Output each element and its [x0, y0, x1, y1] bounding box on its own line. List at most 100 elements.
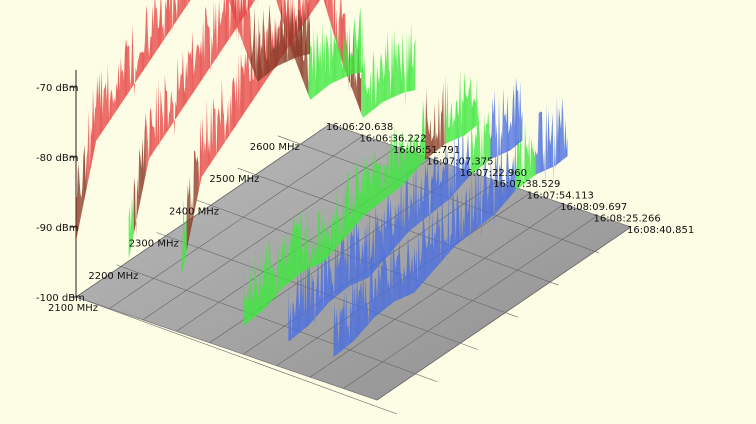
- surface-facet: [141, 52, 142, 74]
- time-tick-label: 16:07:07.375: [426, 156, 493, 167]
- surface-facet: [492, 98, 493, 159]
- surface-facet: [352, 54, 353, 74]
- surface-facet: [355, 27, 356, 73]
- surface-facet: [382, 258, 383, 311]
- surface-facet: [430, 244, 431, 275]
- surface-facet: [500, 131, 501, 162]
- surface-facet: [253, 35, 254, 71]
- surface-facet: [465, 72, 466, 136]
- surface-facet: [238, 0, 239, 32]
- surface-facet: [330, 19, 331, 84]
- surface-facet: [238, 54, 239, 123]
- surface-facet: [444, 240, 445, 259]
- surface-facet: [386, 167, 387, 199]
- surface-facet: [356, 40, 357, 73]
- surface-facet: [181, 73, 182, 111]
- surface-facet: [256, 31, 257, 80]
- surface-facet: [331, 0, 332, 29]
- surface-facet: [257, 292, 258, 316]
- surface-facet: [216, 3, 217, 59]
- surface-facet: [162, 103, 163, 140]
- surface-facet: [364, 56, 365, 116]
- surface-facet: [194, 151, 195, 214]
- surface-facet: [269, 4, 270, 73]
- surface-facet: [542, 112, 543, 172]
- surface-facet: [178, 0, 179, 19]
- surface-facet: [551, 131, 552, 168]
- surface-facet: [202, 18, 203, 80]
- surface-facet: [141, 138, 142, 196]
- surface-facet: [336, 8, 337, 43]
- surface-facet: [520, 82, 521, 143]
- surface-facet: [548, 108, 549, 169]
- surface-facet: [314, 0, 315, 9]
- surface-facet: [156, 6, 157, 52]
- surface-facet: [127, 46, 128, 95]
- surface-facet: [101, 69, 102, 135]
- surface-facet: [228, 0, 229, 41]
- surface-facet: [254, 0, 255, 2]
- surface-facet: [460, 69, 461, 137]
- surface-facet: [241, 53, 242, 118]
- surface-facet: [560, 120, 561, 162]
- surface-facet: [351, 52, 352, 75]
- surface-facet: [487, 110, 488, 161]
- surface-facet: [327, 223, 328, 258]
- surface-facet: [320, 0, 321, 1]
- surface-facet: [374, 51, 375, 109]
- surface-facet: [167, 91, 168, 132]
- surface-facet: [171, 90, 172, 125]
- surface-facet: [391, 32, 392, 99]
- surface-facet: [186, 0, 187, 7]
- surface-facet: [312, 274, 313, 322]
- surface-facet: [157, 79, 158, 146]
- surface-facet: [143, 138, 144, 191]
- surface-facet: [331, 19, 332, 83]
- surface-facet: [228, 100, 229, 138]
- surface-facet: [293, 302, 294, 339]
- surface-facet: [114, 98, 115, 113]
- surface-facet: [359, 290, 360, 335]
- surface-facet: [155, 0, 156, 53]
- z-tick-label: -90 dBm: [36, 223, 78, 234]
- surface-facet: [456, 99, 457, 139]
- time-tick-label: 16:08:09.697: [560, 202, 627, 213]
- surface-facet: [381, 263, 382, 312]
- surface-facet: [217, 30, 218, 58]
- surface-facet: [324, 0, 325, 4]
- time-tick-label: 16:07:22.960: [460, 168, 527, 179]
- surface-facet: [215, 109, 216, 160]
- surface-facet: [338, 47, 339, 80]
- surface-facet: [241, 0, 242, 40]
- surface-facet: [387, 30, 388, 100]
- surface-facet: [111, 89, 112, 119]
- z-tick-label: -70 dBm: [36, 83, 78, 94]
- surface-facet: [397, 42, 398, 96]
- surface-facet: [153, 5, 154, 57]
- surface-facet: [222, 10, 223, 49]
- surface-facet: [535, 150, 536, 175]
- surface-facet: [348, 50, 349, 76]
- surface-facet: [295, 14, 296, 58]
- surface-facet: [153, 127, 154, 153]
- surface-facet: [393, 235, 394, 250]
- surface-facet: [323, 0, 324, 1]
- surface-facet: [279, 0, 280, 11]
- surface-facet: [315, 0, 316, 7]
- x-tick-label: 2400 MHz: [169, 206, 219, 217]
- surface-facet: [339, 255, 340, 294]
- surface-facet: [515, 78, 516, 147]
- surface-facet: [180, 73, 181, 113]
- surface-facet: [227, 100, 228, 139]
- surface-facet: [222, 80, 223, 147]
- surface-facet: [248, 55, 249, 108]
- surface-facet: [365, 83, 366, 116]
- surface-facet: [120, 57, 121, 106]
- surface-facet: [243, 65, 244, 115]
- surface-facet: [119, 63, 120, 108]
- surface-facet: [246, 50, 247, 110]
- surface-facet: [318, 0, 319, 4]
- surface-facet: [246, 5, 247, 55]
- surface-facet: [367, 302, 368, 326]
